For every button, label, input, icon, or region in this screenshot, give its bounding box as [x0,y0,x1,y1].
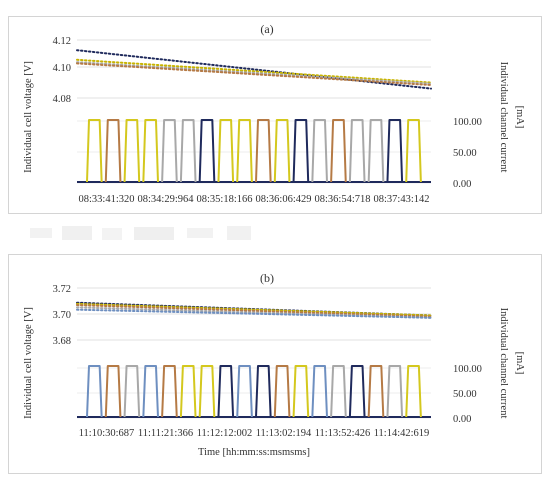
time-tick-label: 08:37:43:142 [373,194,429,205]
current-pulse [236,119,253,183]
current-pulse [104,365,122,418]
current-tick-label: 100.00 [453,117,482,128]
current-pulse [367,119,385,183]
current-pulse [236,365,253,418]
voltage-series-line [76,304,432,318]
current-pulse [179,365,197,418]
voltage-series-line [76,49,432,90]
current-tick-label: 50.00 [453,389,477,400]
time-tick-label: 08:36:54:718 [314,194,370,205]
time-tick-label: 11:10:30:687 [79,428,135,439]
time-tick-label: 11:11:21:366 [138,428,193,439]
voltage-axis-title: Individual cell voltage [V] [23,307,34,419]
current-axis-title: [mA] [514,106,525,129]
voltage-series-line [76,308,432,319]
time-tick-label: 11:13:52:426 [315,428,371,439]
time-tick-label: 11:14:42:619 [374,428,430,439]
current-pulse [142,365,159,418]
current-pulse [142,119,159,183]
current-pulse [405,119,422,183]
current-pulse [273,365,291,418]
current-pulse [161,365,178,418]
current-axis-title: Individual channel current [498,308,509,419]
x-axis-label: Time [hh:mm:ss:msmsms] [198,447,310,458]
current-pulse [311,119,328,183]
current-tick-label: 50.00 [453,148,477,159]
panel-label: (a) [260,22,273,36]
current-pulse [217,365,235,418]
current-pulse [123,365,141,418]
voltage-series-line [76,58,432,84]
voltage-tick-label: 3.72 [53,284,71,295]
chart-b-svg: (b) 3.72 3.70 3.68 100.00 50.00 0.00 Individual… [23,271,525,458]
current-pulse [292,119,310,183]
voltage-series-line [76,302,432,317]
current-pulse [255,119,272,183]
current-axis-title: Individual channel current [498,62,509,173]
current-pulse [161,119,178,183]
time-tick-label: 08:36:06:429 [255,194,311,205]
current-pulse [405,365,422,418]
chart-panel-a: (a) 4.12 4.10 4.08 100.00 50.00 0.00 Individual… [8,16,542,214]
current-pulse [386,119,404,183]
current-tick-label: 100.00 [453,364,482,375]
current-pulse [386,365,404,418]
voltage-series-line [76,62,432,86]
voltage-tick-label: 4.08 [53,94,71,105]
current-pulse [86,365,103,418]
current-pulse [348,119,366,183]
voltage-tick-label: 3.68 [53,336,71,347]
current-pulse [367,365,385,418]
scan-artifact [22,222,282,248]
voltage-series-line [76,306,432,319]
current-pulse [348,365,366,418]
current-pulse [104,119,122,183]
current-pulse [311,365,328,418]
time-tick-label: 08:34:29:964 [137,194,194,205]
time-tick-label: 08:33:41:320 [78,194,134,205]
current-tick-label: 0.00 [453,179,471,190]
current-pulse [255,365,272,418]
current-pulse [198,119,216,183]
current-pulse [198,365,216,418]
panel-label: (b) [260,271,274,285]
voltage-axis-title: Individual cell voltage [V] [23,61,34,173]
voltage-series-line [76,61,432,85]
voltage-tick-label: 4.10 [53,63,71,74]
current-pulse [292,365,310,418]
chart-panel-b: (b) 3.72 3.70 3.68 100.00 50.00 0.00 Individual… [8,254,542,474]
time-tick-label: 08:35:18:166 [196,194,252,205]
voltage-tick-label: 4.12 [53,36,71,47]
current-pulse [330,119,347,183]
current-pulse [86,119,103,183]
current-pulse [273,119,291,183]
current-pulse [179,119,197,183]
current-tick-label: 0.00 [453,414,471,425]
current-pulse [330,365,347,418]
voltage-tick-label: 3.70 [53,310,71,321]
time-tick-label: 11:12:12:002 [197,428,253,439]
current-pulse [123,119,141,183]
time-tick-label: 11:13:02:194 [256,428,312,439]
current-pulse [217,119,235,183]
chart-a-svg: (a) 4.12 4.10 4.08 100.00 50.00 0.00 Individual… [23,22,525,205]
current-axis-title: [mA] [514,352,525,375]
